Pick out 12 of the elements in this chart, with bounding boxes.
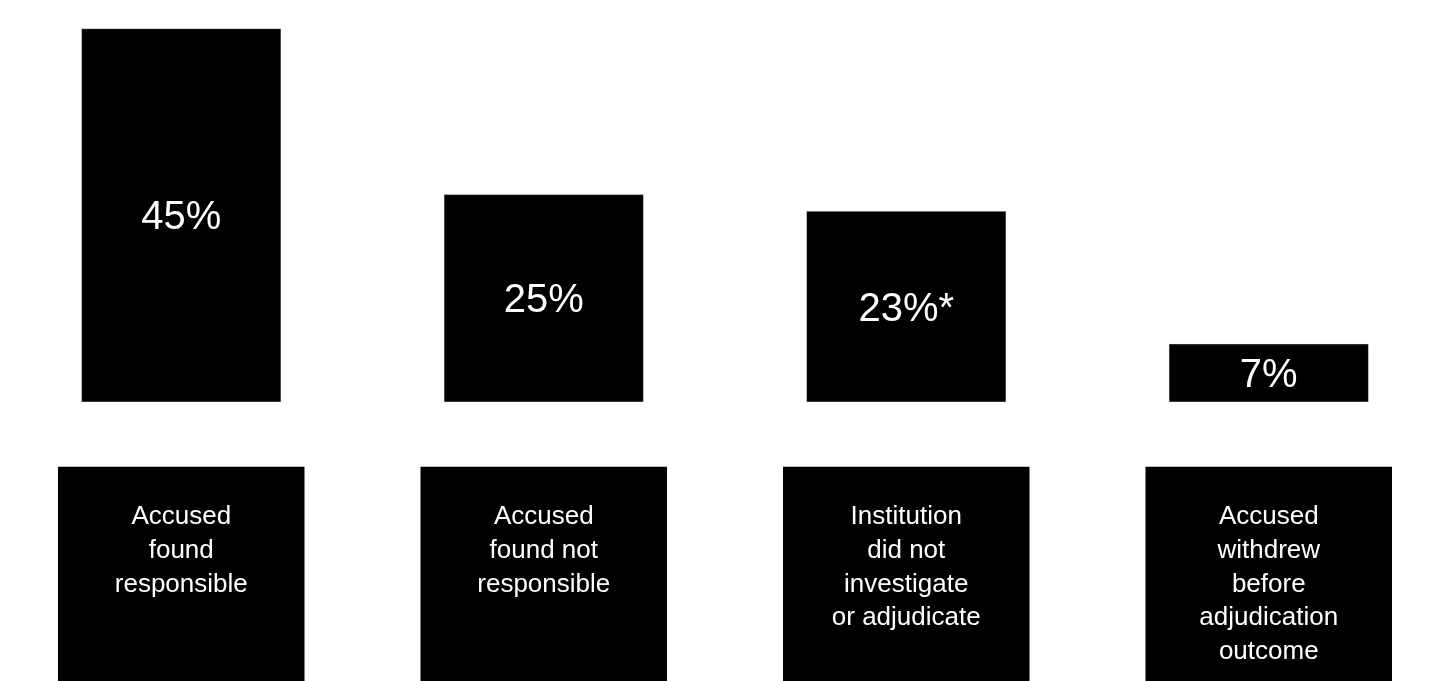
data-label: 7% bbox=[1239, 350, 1298, 395]
bar bbox=[1168, 343, 1369, 402]
x-tick-label: Accused found not responsible bbox=[477, 500, 611, 598]
x-tick-label: Accused withdrew before adjudication outcome bbox=[1199, 500, 1339, 666]
data-label: 45% bbox=[141, 193, 222, 238]
x-tick-label: Accused found responsible bbox=[114, 500, 248, 598]
data-label: 25% bbox=[503, 276, 584, 321]
bar bbox=[81, 28, 282, 402]
x-tick-label: Institution did not investigate or adjudicate bbox=[831, 500, 981, 632]
data-label: 23%* bbox=[858, 284, 955, 329]
bar bbox=[806, 210, 1007, 402]
bar bbox=[443, 194, 644, 402]
